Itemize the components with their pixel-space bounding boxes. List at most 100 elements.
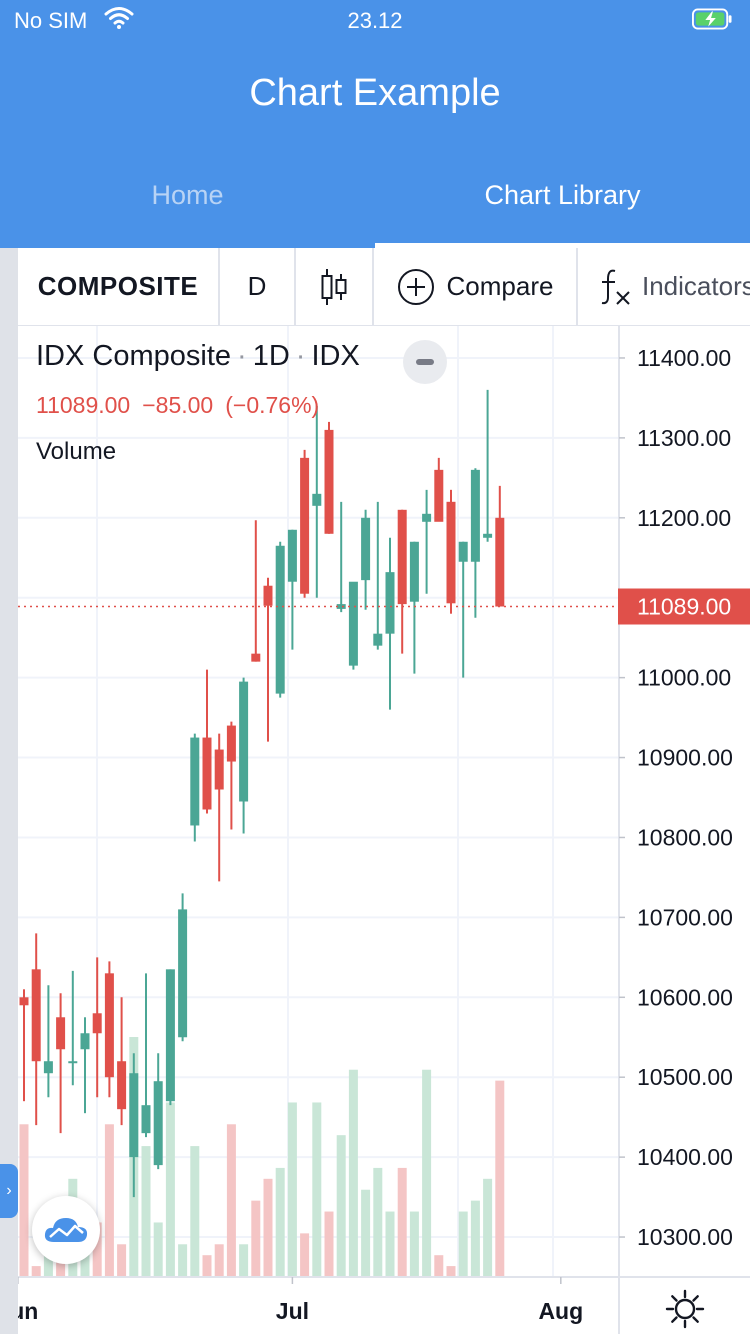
volume-bar (104, 1124, 114, 1277)
left-rail (0, 248, 18, 1334)
candle-body (31, 969, 41, 1062)
candle-body (129, 1073, 139, 1158)
legend-separator: · (237, 340, 247, 372)
legend-collapse-button[interactable] (403, 340, 447, 384)
symbol-search-button[interactable]: COMPOSITE (18, 248, 220, 325)
time-tick-label: Jul (276, 1298, 309, 1324)
volume-bar (141, 1146, 151, 1277)
fx-icon (601, 269, 630, 305)
candle-body (409, 541, 419, 602)
volume-bar (178, 1244, 188, 1277)
candle-body (275, 545, 285, 694)
volume-study-label: Volume (36, 438, 117, 465)
interval-label: D (247, 271, 267, 301)
volume-bar (92, 1222, 102, 1277)
candle-body (483, 533, 493, 538)
candle-body (287, 529, 297, 582)
candlestick-icon (321, 268, 347, 305)
volume-bar (300, 1233, 310, 1277)
indicators-button[interactable]: Indicators (578, 248, 750, 325)
volume-bar (312, 1102, 322, 1277)
price-chart[interactable]: 10300.00 10400.00 10500.00 10600.00 10700.00… (18, 326, 750, 1334)
tab-chart-library[interactable]: Chart Library (484, 180, 641, 210)
volume-bar (31, 1266, 41, 1277)
chart-legend: IDX Composite · 1D · IDX 11089.00 −85.00 (−0.7… (36, 340, 447, 465)
candle-body (141, 1105, 151, 1134)
app-header: No SIM 23.12 Chart Example Home Chart Li… (0, 0, 750, 248)
candle-body (324, 429, 334, 534)
legend-values: 11089.00 −85.00 (−0.76%) (36, 392, 331, 419)
legend-change: −85.00 (142, 392, 214, 418)
interval-button[interactable]: D (220, 248, 296, 325)
candle-body (56, 1017, 66, 1050)
candle-body (446, 501, 456, 604)
chart-type-button[interactable] (296, 248, 374, 325)
volume-bar (251, 1200, 261, 1277)
compare-button[interactable]: Compare (374, 248, 578, 325)
volume-bar (373, 1167, 383, 1277)
compare-label: Compare (446, 271, 554, 301)
volume-bar (165, 1102, 175, 1277)
candle-body (117, 1061, 127, 1110)
settings-icon[interactable] (664, 1288, 706, 1330)
volume-bar (263, 1178, 273, 1277)
last-price-badge (618, 588, 750, 625)
tab-home[interactable]: Home (151, 180, 224, 210)
volume-bar (190, 1146, 200, 1277)
candle-body (68, 1061, 78, 1064)
volume-bar (287, 1102, 297, 1277)
tradingview-logo-button[interactable] (32, 1196, 100, 1264)
price-tick-label: 10800.00 (637, 824, 733, 850)
price-tick-label: 10300.00 (637, 1224, 733, 1250)
candle-body (202, 737, 212, 810)
candle-body (104, 973, 114, 1078)
volume-bar (19, 1124, 29, 1277)
candle-body (43, 1061, 53, 1074)
volume-bar (324, 1211, 334, 1277)
candle-body (263, 585, 273, 606)
candle-body (80, 1033, 90, 1050)
candle-body (226, 725, 236, 762)
volume-bar (385, 1211, 395, 1277)
volume-bar (434, 1255, 444, 1277)
price-tick-label: 10500.00 (637, 1064, 733, 1090)
candle-body (385, 572, 395, 634)
volume-bar (80, 1244, 90, 1277)
candle-body (470, 469, 480, 562)
volume-bar (239, 1244, 249, 1277)
volume-bar (117, 1244, 127, 1277)
volume-bar (446, 1266, 456, 1277)
symbol-label: COMPOSITE (37, 271, 199, 301)
candle-body (312, 493, 322, 506)
candle-body (458, 541, 468, 562)
candle-body (251, 653, 261, 662)
time-tick-label: Jun (18, 1298, 38, 1324)
candle-body (348, 581, 358, 666)
volume-bar (153, 1222, 163, 1277)
legend-change-percent: (−0.76%) (225, 392, 320, 418)
candle-body (214, 749, 224, 790)
candle-body (165, 969, 175, 1102)
volume-bar (226, 1124, 236, 1277)
candle-body (495, 517, 505, 607)
volume-bar (397, 1167, 407, 1277)
cloud-chart-icon (44, 1218, 88, 1242)
volume-bar (422, 1069, 432, 1277)
legend-exchange: IDX (311, 340, 360, 372)
volume-bar (361, 1189, 371, 1277)
candle-body (361, 517, 371, 581)
candle-body (153, 1081, 163, 1166)
time-tick-label: Aug (538, 1298, 583, 1324)
price-tick-label: 10600.00 (637, 984, 733, 1010)
app-title: Chart Example (249, 72, 501, 114)
volume-bar (56, 1255, 66, 1277)
price-tick-label: 10700.00 (637, 904, 733, 930)
volume-bar (409, 1211, 419, 1277)
candle-body (336, 604, 346, 609)
legend-symbol-name: IDX Composite (36, 340, 232, 372)
drawing-toolbar-toggle[interactable]: › (0, 1164, 18, 1218)
candle-body (422, 513, 432, 522)
indicators-label: Indicators (642, 271, 750, 301)
price-tick-label: 11000.00 (637, 665, 731, 691)
volume-bar (458, 1211, 468, 1277)
